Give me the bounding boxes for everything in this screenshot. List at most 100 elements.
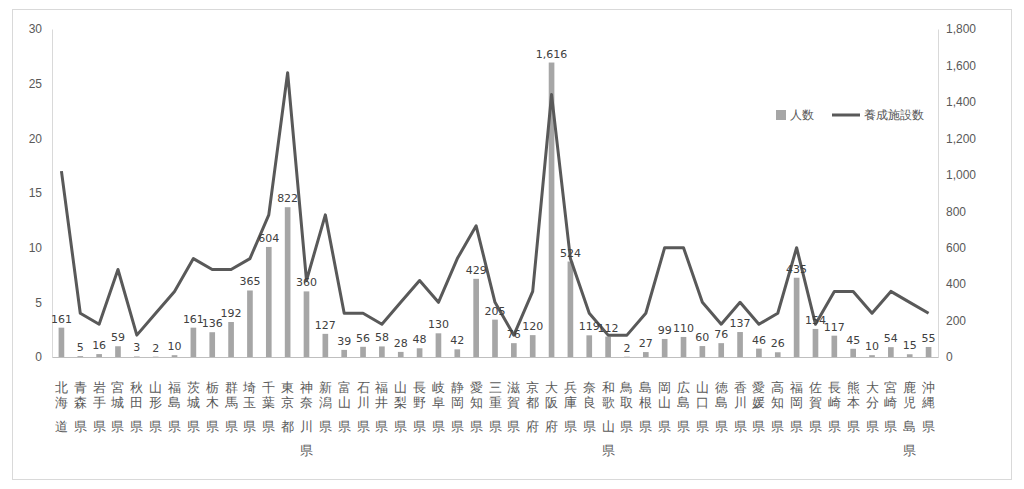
category-char: 福 [168,380,181,395]
category-char: 山 [658,395,671,410]
category-char: 県 [74,419,87,434]
category-label: 石川県 [357,380,370,434]
tick: 長野県 [413,357,426,434]
tick: 25 [29,77,52,91]
category-label: 愛知県 [470,380,483,434]
y-axis-line [52,30,53,358]
category-char: 県 [696,419,709,434]
category-char: 山 [696,380,709,395]
category-char: 佐 [809,380,822,395]
tick: 1,000 [938,168,976,182]
category-char: 道 [55,419,68,434]
bar [530,335,536,357]
y-axis: 051015202530 [29,22,53,364]
category-label: 茨城県 [186,380,200,434]
marks [59,63,932,357]
tick: 三重県 [489,357,502,434]
tick-label: 0 [946,350,953,364]
category-char: 奈 [300,395,313,410]
category-char: 埼 [242,380,256,395]
bar [398,352,404,357]
bar [831,336,837,357]
bar [304,291,310,357]
category-char: 沖 [922,380,935,395]
category-char: 県 [884,419,897,434]
data-label: 48 [413,333,427,346]
bar [737,332,743,357]
tick: 600 [938,241,966,255]
tick: 奈良県 [583,357,596,434]
data-label: 39 [337,335,351,348]
category-char: 県 [771,419,784,434]
tick: 京都府 [526,357,539,434]
data-label: 16 [92,339,106,352]
category-char: 島 [715,395,728,410]
data-label: 55 [922,332,936,345]
category-char: 奈 [583,380,596,395]
category-label: 沖縄県 [921,380,935,434]
category-char: 長 [828,380,841,395]
bar [700,346,706,357]
category-label: 大分県 [866,380,879,434]
category-char: 京 [281,395,294,410]
category-label: 千葉県 [262,380,275,434]
category-char: 県 [187,419,200,434]
category-char: 海 [55,395,68,410]
category-char: 重 [489,395,502,410]
category-label: 山形県 [149,380,162,434]
category-char: 宮 [111,380,124,395]
category-char: 県 [734,419,747,434]
data-label: 60 [695,331,709,344]
tick: 島根県 [639,357,652,434]
tick: 神奈川県 [300,357,313,458]
category-char: 栃 [206,380,219,395]
category-char: 玉 [243,395,256,410]
tick-label: 400 [946,277,966,291]
legend-swatch [776,110,786,120]
category-char: 新 [319,380,332,395]
tick: 岡山県 [658,357,671,434]
category-char: 森 [74,395,87,410]
category-char: 北 [55,380,68,395]
tick: 沖縄県 [921,357,935,434]
category-label: 宮崎県 [884,380,897,434]
category-char: 鳥 [619,380,633,395]
bar [813,329,819,357]
data-label: 136 [202,317,223,330]
bar [266,247,272,357]
category-char: 県 [847,419,860,434]
category-char: 神 [300,380,313,395]
bar [228,322,234,357]
data-label: 27 [639,337,653,350]
bar [586,335,592,357]
data-label: 3 [133,341,140,354]
category-char: 馬 [224,395,238,410]
category-char: 形 [149,395,162,410]
legend-label: 人数 [790,108,814,122]
category-label: 熊本県 [847,380,860,434]
category-char: 県 [93,419,106,434]
tick-label: 800 [946,205,966,219]
data-label: 127 [315,319,336,332]
tick: 青森県 [74,357,87,434]
category-char: 県 [225,419,238,434]
data-label: 59 [111,331,125,344]
bar [454,349,460,357]
data-label: 26 [771,337,785,350]
category-char: 県 [243,419,256,434]
category-char: 本 [847,395,860,410]
data-label: 120 [522,320,543,333]
category-label: 鳥取県 [619,380,633,434]
category-char: 城 [110,395,124,410]
data-label: 45 [846,334,860,347]
category-label: 島根県 [639,380,652,434]
category-char: 徳 [715,380,728,395]
category-char: 山 [394,380,407,395]
category-char: 田 [130,395,143,410]
bar [624,356,630,357]
category-char: 茨 [187,380,200,395]
category-char: 大 [545,380,558,395]
tick: 1,800 [938,22,976,36]
bar [153,356,159,357]
tick-label: 0 [35,350,42,364]
